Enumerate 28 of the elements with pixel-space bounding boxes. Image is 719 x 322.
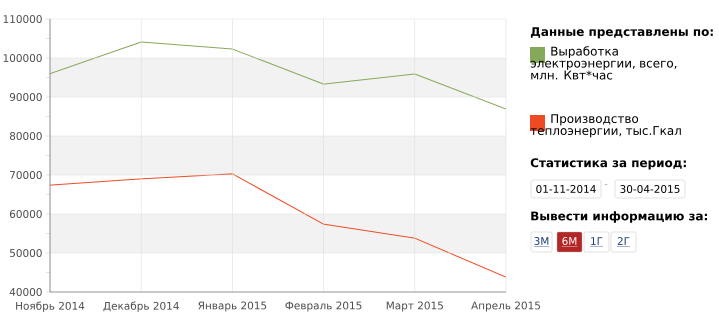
y-tick-label: 70000 (10, 171, 42, 179)
text: 3М (534, 237, 548, 245)
text: Статистика за период: (530, 158, 686, 170)
text: Вывести информацию за: (531, 211, 707, 223)
text: - (604, 184, 608, 185)
x-tick-label: Январь 2015 (198, 302, 266, 312)
text: 2Г (618, 237, 630, 245)
y-tick-label: 50000 (10, 249, 42, 257)
text: 30-04-2015 (620, 185, 680, 193)
y-tick-label: 100000 (4, 54, 42, 62)
x-tick-label: Декабрь 2014 (103, 302, 179, 312)
y-tick-label: 90000 (10, 93, 42, 101)
text: 01-11-2014 (536, 185, 596, 193)
legend-label: Производство теплоэнергии, тыс.Гкал (530, 114, 681, 138)
y-tick-label: 80000 (10, 132, 42, 140)
x-tick-label: Ноябрь 2014 (16, 302, 84, 312)
legend-label: Выработка электроэнергии, всего, млн. Квт*час (530, 46, 676, 80)
line-series (50, 173, 506, 278)
y-tick-label: 110000 (4, 15, 42, 23)
x-tick-label: Февраль 2015 (286, 302, 362, 312)
line-series (50, 42, 506, 110)
x-tick-label: Март 2015 (386, 302, 443, 312)
x-tick-label: Апрель 2015 (471, 302, 540, 312)
y-tick-label: 40000 (10, 288, 42, 296)
legend-title: Данные представлены по: (530, 27, 713, 38)
y-tick-label: 60000 (10, 210, 42, 218)
text: 6М (562, 237, 576, 245)
text: 1Г (591, 237, 602, 245)
